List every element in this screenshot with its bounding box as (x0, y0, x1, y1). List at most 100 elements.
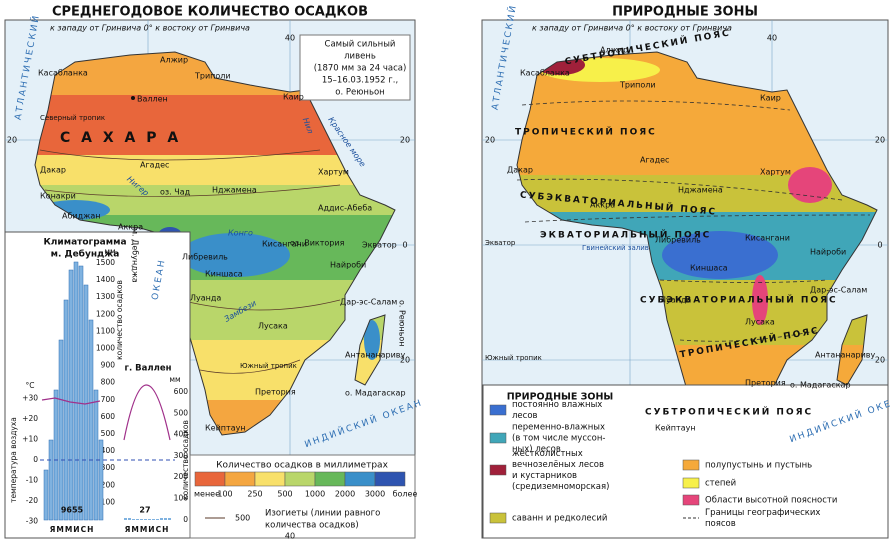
tick-label: +10 (22, 435, 38, 444)
climate-bar (58, 339, 64, 521)
tick-label: 700 (101, 395, 116, 404)
legend-text: переменно-влажных (512, 423, 605, 433)
legend-title: ПРИРОДНЫЕ ЗОНЫ (507, 392, 614, 403)
callout-text: ливень (344, 52, 376, 62)
climate-bar (63, 299, 69, 521)
place-name: Либревиль (182, 253, 228, 262)
map-title: ПРИРОДНЫЕ ЗОНЫ (612, 5, 758, 20)
legend-swatch (682, 477, 700, 489)
callout-text: о. Реюньон (335, 88, 384, 98)
climate-bar (73, 261, 79, 521)
place-name: Кейптаун (655, 424, 696, 433)
tick-label: +20 (22, 414, 38, 423)
place-name: Аддис-Абеба (318, 204, 372, 213)
legend-scale: более (393, 490, 418, 499)
tick-label: 500 (101, 429, 116, 438)
place-name: Триполи (619, 81, 656, 90)
coordinate: 40 (767, 34, 777, 43)
tick-label: +30 (22, 394, 38, 403)
place-name: Антананариву (345, 351, 406, 360)
legend-swatch (254, 471, 286, 487)
map-title: СРЕДНЕГОДОВОЕ КОЛИЧЕСТВО ОСАДКОВ (52, 5, 368, 20)
place-name: Дакар (507, 166, 533, 175)
tick-label: 300 (174, 451, 189, 460)
tick-label: 1200 (96, 309, 115, 318)
legend-text: (средиземноморская) (512, 482, 609, 492)
climatogram-title: Климатограмма (43, 238, 126, 248)
legend-swatch (314, 471, 346, 487)
place-name: Гвинейский залив (582, 244, 649, 252)
month-labels: ЯММИСН (50, 525, 95, 534)
legend-text: жестколистных (512, 449, 583, 459)
coordinate: 20 (875, 136, 885, 145)
legend-text: и кустарников (512, 471, 577, 481)
place-name: Южный тропик (485, 354, 542, 362)
place-name: Лусака (258, 322, 288, 331)
place-name: Триполи (194, 72, 231, 81)
meridian-note: к западу от Гринвича 0° к востоку от Гри… (50, 24, 250, 33)
legend-text: поясов (705, 519, 736, 529)
legend-swatch (284, 471, 316, 487)
place-name: Дар-эс-Салам (340, 298, 397, 307)
place-name: Луанда (190, 294, 221, 303)
legend-scale: 100 (217, 490, 232, 499)
climate-bar (124, 518, 127, 520)
place-name: Хартум (760, 168, 791, 177)
city-dot (131, 96, 135, 100)
legend-swatch (682, 494, 700, 506)
legend-text: постоянно влажных (512, 400, 602, 410)
climate-bar (156, 519, 159, 520)
meridian-note: к западу от Гринвича 0° к востоку от Гри… (532, 24, 732, 33)
coordinate: 0 (402, 241, 407, 250)
legend-swatch (682, 459, 700, 471)
total: 9655 (61, 506, 84, 515)
tick-label: 1500 (96, 258, 115, 267)
belt-name: СУБТРОПИЧЕСКИЙ ПОЯС (645, 406, 813, 418)
tick-label: 300 (101, 463, 116, 472)
tick-label: 1300 (96, 292, 115, 301)
legend-text: количества осадков) (265, 521, 359, 531)
precip-band (180, 233, 290, 277)
place-name: Кисангани (262, 240, 307, 249)
place-name: оз. Чад (160, 188, 191, 197)
climate-bar (93, 389, 99, 521)
place-name: Алжир (600, 46, 628, 55)
tick-label: 100 (174, 494, 189, 503)
climate-bar (132, 519, 135, 520)
unit: °C (26, 381, 35, 390)
place-name: Антананариву (815, 351, 876, 360)
legend-swatch (194, 471, 226, 487)
tick-label: 500 (174, 408, 189, 417)
place-name: Киншаса (690, 264, 728, 273)
unit: мм (169, 375, 180, 384)
climate-bar (148, 519, 151, 520)
legend-panel (482, 384, 889, 539)
place-name: оз. Виктория (290, 239, 345, 248)
legend-swatch (224, 471, 256, 487)
legend-text: ных) лесов (512, 445, 561, 455)
axis-title: количество осадков (181, 420, 190, 500)
place-name: Нджамена (678, 186, 723, 195)
place-name: о. Реюньон (398, 300, 407, 347)
zone-band (662, 231, 778, 279)
tick-label: 200 (101, 480, 116, 489)
tick-label: 0 (183, 515, 188, 524)
place-name: Либревиль (655, 236, 701, 245)
coordinate: 20 (400, 356, 410, 365)
tick-label: 1400 (96, 275, 115, 284)
place-name: Абиджан (62, 212, 100, 221)
climate-bar (160, 518, 163, 520)
belt-name: ЭКВАТОРИАЛЬНЫЙ ПОЯС (540, 229, 711, 241)
tick-label: -10 (26, 476, 38, 485)
legend-text: лесов (512, 411, 538, 421)
legend-swatch (344, 471, 376, 487)
place-name: Кейптаун (205, 424, 246, 433)
place-name: о. Мадагаскар (345, 389, 406, 398)
legend-swatch (489, 432, 507, 444)
place-name: Агадес (640, 156, 669, 165)
legend-scale: 2000 (335, 490, 355, 499)
legend-text: 500 (235, 514, 250, 523)
temperature-line (123, 384, 171, 441)
callout-text: 15–16.03.1952 г., (322, 76, 398, 86)
